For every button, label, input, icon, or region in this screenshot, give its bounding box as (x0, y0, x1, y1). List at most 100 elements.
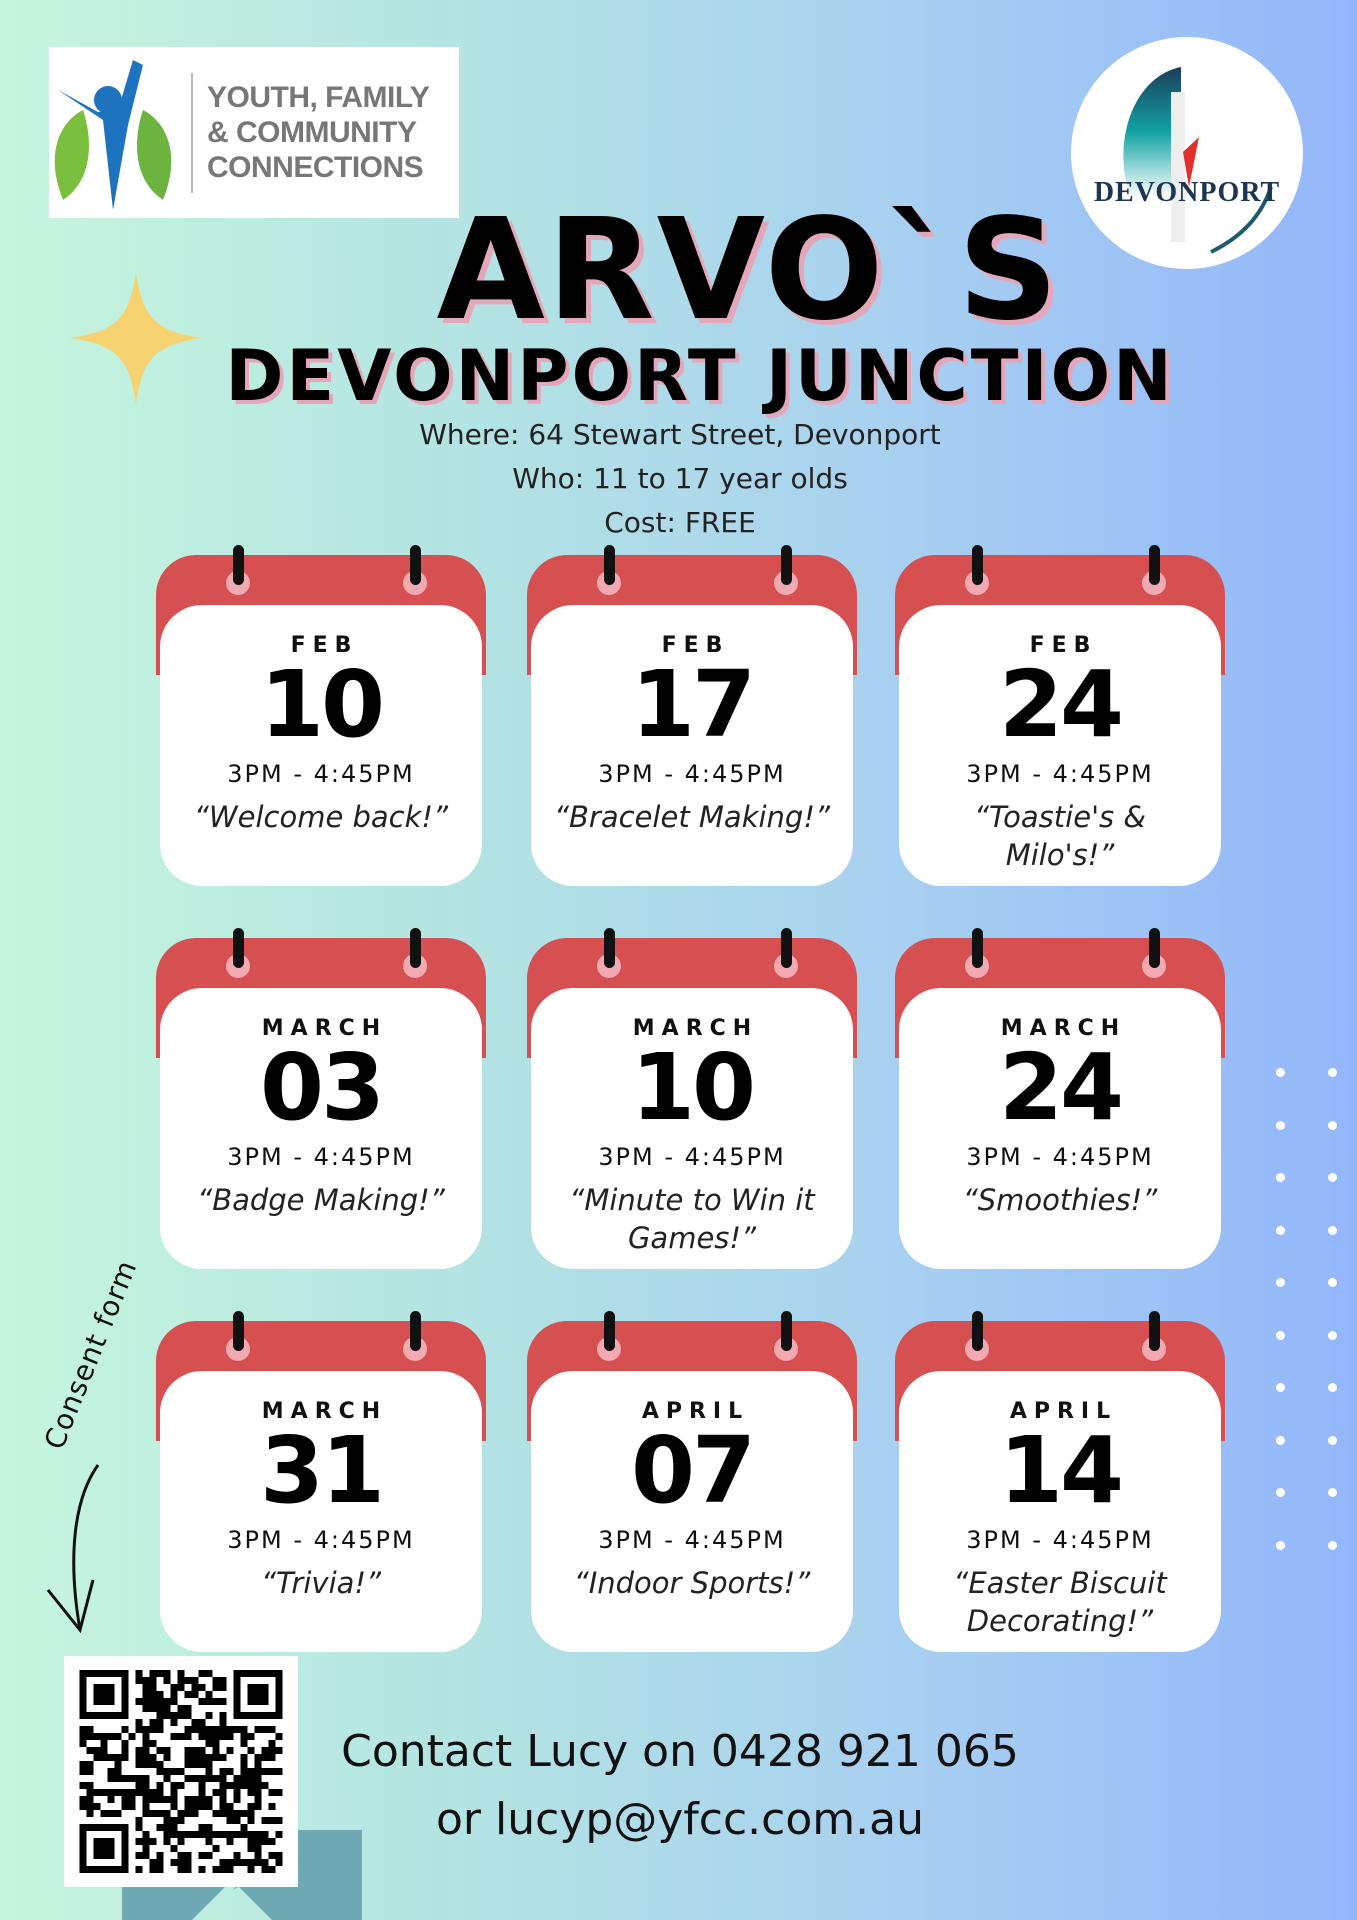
event-day: 17 (630, 651, 756, 758)
event-day: 03 (259, 1034, 385, 1141)
decorative-dot (1328, 1068, 1337, 1077)
calendar-page: MARCH 03 3PM - 4:45PM “Badge Making!” (160, 988, 482, 1269)
decorative-dot (1276, 1278, 1285, 1287)
decorative-dot (1328, 1278, 1337, 1287)
event-calendar-card: MARCH 24 3PM - 4:45PM “Smoothies!” (895, 928, 1225, 1269)
qr-code[interactable] (64, 1656, 298, 1887)
person-leaf-icon (54, 60, 172, 210)
event-description: “Toastie's & Milo's!” (974, 800, 1146, 872)
binder-pin-icon (410, 545, 421, 585)
contact-phone: Contact Lucy on 0428 921 065 (341, 1726, 1019, 1777)
binder-pin-icon (1149, 1311, 1160, 1351)
devonport-logo-text: DEVONPORT (1093, 177, 1281, 208)
binder-pin-icon (781, 545, 792, 585)
event-description: “Easter Biscuit Decorating!” (953, 1566, 1167, 1638)
event-calendar-card: FEB 10 3PM - 4:45PM “Welcome back!” (156, 545, 486, 886)
consent-form-label: Consent form (37, 1255, 144, 1454)
event-description: “Indoor Sports!” (573, 1566, 811, 1600)
event-month: MARCH (1000, 1016, 1127, 1041)
event-month: APRIL (1009, 1399, 1118, 1424)
decorative-dot (1328, 1225, 1337, 1235)
event-calendar-card: FEB 17 3PM - 4:45PM “Bracelet Making!” (527, 545, 857, 886)
logo-line: CONNECTIONS (207, 151, 424, 184)
event-month: MARCH (261, 1016, 388, 1041)
decorative-dot (1276, 1435, 1285, 1445)
decorative-dot (1328, 1435, 1337, 1445)
decorative-dot (1328, 1120, 1337, 1130)
event-day: 10 (630, 1034, 756, 1141)
binder-pin-icon (604, 928, 615, 968)
event-description: “Smoothies!” (962, 1183, 1158, 1217)
decorative-dot (1276, 1488, 1285, 1497)
binder-pin-icon (972, 1311, 983, 1351)
event-time: 3PM - 4:45PM (227, 1526, 415, 1554)
sparkle-star-icon (70, 272, 202, 404)
event-month: APRIL (641, 1399, 750, 1424)
yfcc-logo: YOUTH, FAMILY & COMMUNITY CONNECTIONS (49, 47, 459, 218)
event-month: FEB (661, 633, 730, 658)
event-month: FEB (1029, 633, 1098, 658)
calendar-page: MARCH 31 3PM - 4:45PM “Trivia!” (160, 1371, 482, 1652)
binder-pin-icon (604, 1311, 615, 1351)
calendar-page: APRIL 14 3PM - 4:45PM “Easter Biscuit De… (899, 1371, 1221, 1652)
event-calendar-card: APRIL 07 3PM - 4:45PM “Indoor Sports!” (527, 1311, 857, 1652)
event-calendar-card: FEB 24 3PM - 4:45PM “Toastie's & Milo's!… (895, 545, 1225, 886)
event-calendar-card: MARCH 31 3PM - 4:45PM “Trivia!” (156, 1311, 486, 1652)
binder-pin-icon (233, 1311, 244, 1351)
event-description: “Badge Making!” (197, 1183, 445, 1217)
calendar-page: MARCH 10 3PM - 4:45PM “Minute to Win it … (531, 988, 853, 1269)
binder-pin-icon (233, 928, 244, 968)
decorative-dot (1276, 1383, 1285, 1392)
decorative-dot (1328, 1488, 1337, 1497)
event-description: “Minute to Win it Games!” (569, 1183, 815, 1255)
binder-pin-icon (410, 1311, 421, 1351)
event-day: 10 (259, 651, 385, 758)
devonport-logo: DEVONPORT (1071, 37, 1303, 269)
binder-pin-icon (233, 545, 244, 585)
event-time: 3PM - 4:45PM (966, 1143, 1154, 1171)
binder-pin-icon (972, 545, 983, 585)
decorative-dot (1276, 1173, 1285, 1182)
decorative-dot (1276, 1068, 1285, 1077)
event-day: 24 (998, 1034, 1124, 1141)
event-month: FEB (290, 633, 359, 658)
calendar-page: APRIL 07 3PM - 4:45PM “Indoor Sports!” (531, 1371, 853, 1652)
binder-pin-icon (972, 928, 983, 968)
logo-line: YOUTH, FAMILY (207, 81, 430, 114)
info-who: Who: 11 to 17 year olds (512, 462, 848, 495)
event-time: 3PM - 4:45PM (227, 760, 415, 788)
event-day: 07 (630, 1417, 756, 1524)
event-description: “Bracelet Making!” (554, 800, 830, 834)
decorative-dot (1328, 1173, 1337, 1182)
logo-divider (191, 72, 193, 193)
event-description: “Welcome back!” (193, 800, 449, 834)
event-time: 3PM - 4:45PM (598, 1143, 786, 1171)
decorative-dot (1328, 1330, 1337, 1340)
decorative-dot (1328, 1540, 1337, 1550)
event-time: 3PM - 4:45PM (227, 1143, 415, 1171)
decorative-dot (1276, 1540, 1285, 1550)
event-day: 14 (998, 1417, 1124, 1524)
event-description: “Trivia!” (260, 1566, 382, 1600)
decorative-dot (1276, 1225, 1285, 1235)
event-day: 24 (998, 651, 1124, 758)
event-time: 3PM - 4:45PM (966, 1526, 1154, 1554)
binder-pin-icon (781, 1311, 792, 1351)
event-time: 3PM - 4:45PM (966, 760, 1154, 788)
binder-pin-icon (781, 928, 792, 968)
decorative-dot (1328, 1383, 1337, 1392)
event-time: 3PM - 4:45PM (598, 1526, 786, 1554)
binder-pin-icon (410, 928, 421, 968)
arrow-down-icon (46, 1464, 100, 1634)
calendar-page: MARCH 24 3PM - 4:45PM “Smoothies!” (899, 988, 1221, 1269)
event-calendar-card: MARCH 03 3PM - 4:45PM “Badge Making!” (156, 928, 486, 1269)
event-month: MARCH (632, 1016, 759, 1041)
decorative-dot (1276, 1330, 1285, 1340)
event-month: MARCH (261, 1399, 388, 1424)
event-calendar-card: MARCH 10 3PM - 4:45PM “Minute to Win it … (527, 928, 857, 1269)
decorative-dot (1276, 1120, 1285, 1130)
lighthouse-icon (1123, 67, 1273, 254)
binder-pin-icon (604, 545, 615, 585)
contact-email[interactable]: or lucyp@yfcc.com.au (436, 1794, 924, 1845)
page-title: ARVO`S (436, 189, 1061, 352)
